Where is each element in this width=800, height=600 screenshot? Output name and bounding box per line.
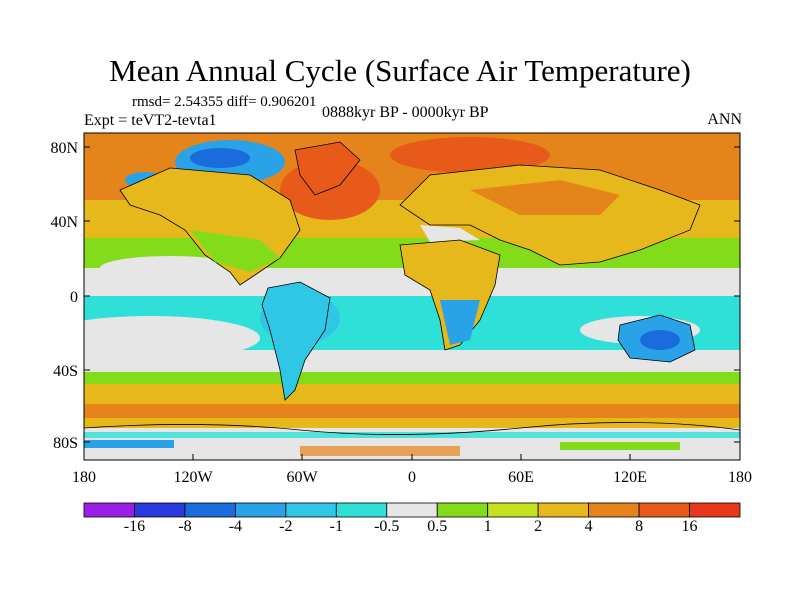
colorbar-swatch xyxy=(537,502,590,518)
lat-label: 80N xyxy=(50,140,78,157)
longitude-labels: 180 120W 60W 0 60E 120E 180 xyxy=(72,469,752,486)
colorbar-label: 0.5 xyxy=(427,518,448,535)
lon-label: 120W xyxy=(173,469,213,486)
colorbar-swatch xyxy=(335,502,388,518)
lat-label: 40N xyxy=(50,214,78,231)
colorbar-swatch xyxy=(588,502,640,518)
experiment-label: Expt = teVT2-tevta1 xyxy=(84,112,217,129)
lon-label: 60W xyxy=(286,469,318,486)
season-label: ANN xyxy=(707,111,742,128)
colorbar-swatch xyxy=(234,502,287,518)
colorbar-swatch xyxy=(436,502,489,518)
colorbar-swatch xyxy=(83,502,135,518)
colorbar-label: -0.5 xyxy=(374,518,400,535)
lon-label: 180 xyxy=(728,469,752,486)
colorbar-label: -4 xyxy=(228,518,243,535)
time-period-label: 0888kyr BP - 0000kyr BP xyxy=(322,104,489,121)
colorbar-swatch xyxy=(689,502,741,518)
colorbar-label: -2 xyxy=(279,518,293,535)
colorbar-label: 16 xyxy=(681,518,698,535)
lat-label: 80S xyxy=(53,435,78,452)
colorbar-swatch xyxy=(638,502,690,518)
colorbar xyxy=(83,502,741,518)
chart-title: Mean Annual Cycle (Surface Air Temperatu… xyxy=(109,53,691,88)
latitude-labels: 80N 40N 0 40S 80S xyxy=(50,140,78,452)
lon-label: 180 xyxy=(72,469,96,486)
colorbar-label: -1 xyxy=(329,518,343,535)
lon-label: 0 xyxy=(408,469,416,486)
colorbar-label: 1 xyxy=(483,518,492,535)
colorbar-label: -16 xyxy=(123,518,146,535)
colorbar-swatch xyxy=(386,502,438,518)
lat-label: 40S xyxy=(53,363,78,380)
colorbar-swatch xyxy=(134,502,186,518)
rmsd-diff-stats: rmsd= 2.54355 diff= 0.906201 xyxy=(132,94,317,110)
temperature-anomaly-field xyxy=(84,133,740,460)
axis-ticks xyxy=(84,146,740,460)
lon-label: 60E xyxy=(508,469,534,486)
colorbar-label: 2 xyxy=(534,518,543,535)
lon-label: 120E xyxy=(613,469,647,486)
colorbar-swatch xyxy=(184,502,236,518)
colorbar-label: -8 xyxy=(178,518,192,535)
lat-label: 0 xyxy=(70,289,78,306)
colorbar-label: 8 xyxy=(635,518,644,535)
colorbar-swatch xyxy=(487,502,539,518)
colorbar-label: 4 xyxy=(584,518,593,535)
colorbar-swatch xyxy=(285,502,337,518)
